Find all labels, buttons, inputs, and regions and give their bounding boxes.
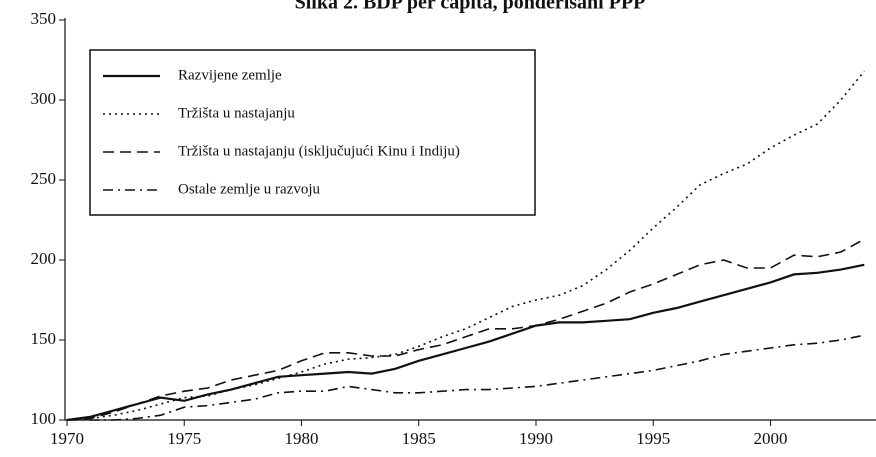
- y-tick-label: 150: [31, 329, 57, 348]
- y-tick-label: 250: [31, 169, 57, 188]
- legend-label: Razvijene zemlje: [178, 67, 282, 83]
- x-tick-label: 1980: [284, 429, 318, 448]
- legend-label: Tržišta u nastajanju: [178, 105, 295, 121]
- x-tick-label: 2000: [753, 429, 787, 448]
- legend-box: [89, 49, 536, 216]
- x-tick-label: 1990: [519, 429, 553, 448]
- x-tick-label: 1970: [50, 429, 84, 448]
- y-tick-label: 300: [31, 89, 57, 108]
- legend-label: Ostale zemlje u razvoju: [178, 181, 321, 197]
- series-line: [66, 238, 865, 421]
- x-tick-label: 1975: [167, 429, 201, 448]
- x-tick-label: 1985: [402, 429, 436, 448]
- x-tick-label: 1995: [636, 429, 670, 448]
- legend: Razvijene zemlje Tržišta u nastajanju Trži…: [103, 67, 460, 197]
- series-line: [67, 334, 865, 421]
- legend-label: Tržišta u nastajanju (isključujući Kinu …: [178, 143, 460, 159]
- y-tick-label: 200: [31, 249, 57, 268]
- series-line: [66, 263, 865, 422]
- y-tick-label: 350: [31, 9, 57, 28]
- chart-title: Slika 2. BDP per capita, ponderisani PPP: [295, 0, 646, 14]
- y-tick-label: 100: [31, 409, 57, 428]
